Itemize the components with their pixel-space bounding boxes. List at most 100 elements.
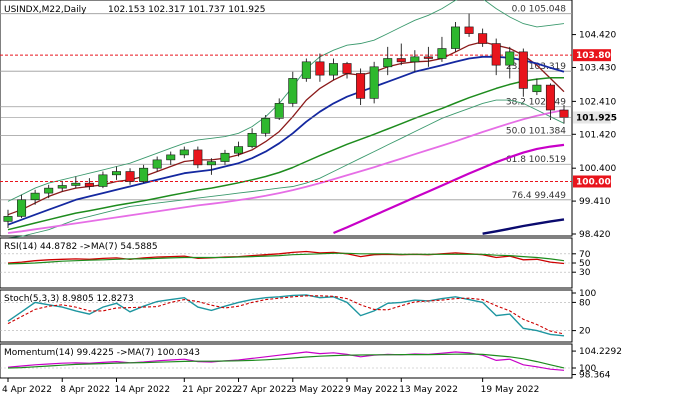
ma-line-3 [7, 109, 565, 234]
price-tick-label-2: 102.410 [579, 97, 616, 107]
stoch-axis-tick-label-0: 100 [579, 289, 596, 299]
momentum-title: Momentum(14) 99.4225 ->MA(7) 100.0343 [4, 348, 200, 358]
band-lower-line [7, 99, 565, 239]
candle-body-1 [17, 199, 27, 217]
candle-body-28 [383, 58, 393, 68]
candle-body-18 [247, 132, 257, 147]
price-tick-label-3: 101.420 [579, 130, 616, 140]
candle-body-38 [518, 51, 528, 89]
price-tick-label-5: 99.410 [579, 197, 611, 207]
price-tick-label-4: 100.400 [579, 164, 616, 174]
last-price-tag: 101.925 [576, 114, 617, 124]
price-tick-label-0: 104.420 [579, 31, 616, 41]
candle-body-22 [301, 61, 311, 79]
mom-axis-series-1 [7, 353, 565, 369]
candle-body-36 [491, 43, 501, 66]
candle-body-8 [111, 171, 121, 176]
candle-body-12 [166, 154, 176, 161]
date-tick-label-2: 14 Apr 2022 [114, 385, 170, 395]
date-tick-label-3: 21 Apr 2022 [182, 385, 238, 395]
fib-label-0: 0.0 105.048 [512, 5, 567, 15]
date-tick-label-7: 13 May 2022 [399, 385, 458, 395]
momentum-plot-frame [0, 343, 573, 379]
candle-body-15 [206, 161, 216, 166]
mom-axis-tick-label-0: 104.2292 [579, 347, 622, 357]
candle-body-6 [84, 182, 94, 187]
candle-body-31 [423, 56, 433, 59]
candle-body-32 [437, 48, 447, 59]
rsi-title: RSI(14) 44.8782 ->MA(7) 54.5885 [4, 242, 158, 252]
candle-body-17 [234, 146, 244, 154]
mom-axis-series-0 [7, 351, 565, 371]
candle-body-21 [288, 78, 298, 104]
date-tick-label-8: 19 May 2022 [481, 385, 540, 395]
candle-body-34 [464, 26, 474, 34]
level-tag-0-bg [573, 49, 611, 62]
candle-body-3 [44, 187, 54, 194]
candle-body-27 [369, 66, 379, 99]
candle-body-25 [342, 63, 352, 74]
stoch-title: Stoch(5,3,3) 8.9805 12.8273 [4, 294, 134, 304]
mom-axis-tick-label-1: 100 [579, 364, 596, 374]
candle-body-7 [98, 174, 108, 187]
level-tag-0: 103.800 [576, 51, 617, 61]
main-price-axis: 104.420 103.430 102.410 101.420 100.400 99.41… [572, 31, 617, 240]
date-tick-label-4: 27 Apr 2022 [237, 385, 293, 395]
candle-body-13 [179, 149, 189, 156]
rsi-plot-layer [0, 250, 572, 273]
fib-label-2: 38.2 102.249 [506, 98, 566, 108]
fib-label-1: 23.6 103.319 [506, 62, 566, 72]
candle-body-16 [220, 152, 230, 162]
main-title: USINDX,M22,Daily [4, 5, 87, 15]
candle-body-33 [451, 26, 461, 49]
candle-body-19 [261, 118, 271, 134]
fib-label-4: 61.8 100.519 [506, 155, 566, 165]
price-tick-label-6: 98.420 [579, 230, 611, 240]
level-tag-1: 100.000 [576, 177, 617, 187]
candle-body-40 [545, 84, 555, 111]
band-upper-line [7, 0, 565, 202]
candle-body-11 [152, 159, 162, 169]
candle-body-39 [532, 84, 542, 93]
fib-label-5: 76.4 99.449 [512, 191, 567, 201]
candle-body-9 [125, 171, 135, 182]
candle-body-30 [410, 56, 420, 63]
candle-body-35 [478, 33, 488, 44]
candle-body-4 [57, 185, 67, 189]
candle-body-26 [356, 73, 366, 99]
date-tick-label-1: 8 Apr 2022 [60, 385, 110, 395]
rsi-axis-tick-label-0: 70 [579, 250, 591, 260]
stoch-axis-series-0 [7, 294, 565, 337]
candle-body-20 [274, 103, 284, 119]
price-tick-label-1: 103.430 [579, 63, 616, 73]
date-axis: 4 Apr 2022 8 Apr 2022 14 Apr 2022 21 Apr 20… [2, 378, 539, 395]
mom-axis-tick-label-2: 98.364 [579, 371, 611, 381]
candle-body-2 [30, 192, 40, 201]
momentum-plot-layer [0, 351, 572, 371]
rsi-axis-tick-label-2: 30 [579, 268, 591, 278]
candle-body-5 [71, 182, 81, 186]
candle-body-23 [315, 61, 325, 76]
main-plot-layer: 0.0 105.048 23.6 103.319 38.2 102.249 50.0 … [0, 0, 572, 239]
stoch-plot-layer [0, 294, 572, 337]
ma-line-2 [7, 77, 564, 231]
last-price-tag-bg [573, 111, 611, 124]
rsi-axis-tick-label-1: 50 [579, 259, 591, 269]
stoch-axis-series-1 [7, 295, 565, 335]
main-plot-frame [0, 0, 573, 237]
momentum-panel: Momentum(14) 99.4225 ->MA(7) 100.0343 10… [0, 343, 622, 381]
ohlc-readout: 102.153 102.317 101.737 101.925 [108, 5, 265, 15]
rsi-axis-series-1 [7, 252, 565, 265]
level-tag-1-bg [573, 175, 611, 188]
candle-body-29 [396, 58, 406, 63]
date-tick-label-6: 9 May 2022 [345, 385, 398, 395]
candle-body-0 [3, 216, 13, 222]
stoch-axis-tick-label-2: 20 [579, 327, 591, 337]
main-price-panel: 0.0 105.048 23.6 103.319 38.2 102.249 50.0 … [0, 0, 617, 240]
